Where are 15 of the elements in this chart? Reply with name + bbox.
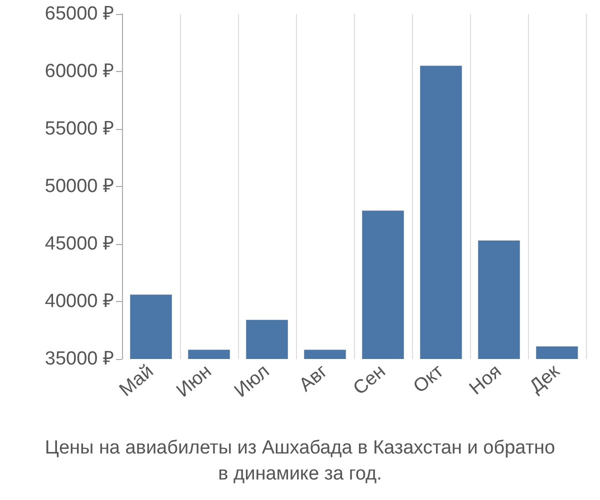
x-tick-label: Дек [526, 360, 564, 398]
x-tick-label: Авг [296, 360, 332, 396]
x-tick-label: Сен [350, 360, 390, 400]
x-tick-label: Июл [230, 360, 274, 402]
y-tick-label: 40000 ₽ [44, 291, 114, 312]
x-tick-label: Июн [172, 360, 216, 402]
y-tick-label: 45000 ₽ [44, 234, 114, 254]
x-tick-label: Окт [410, 360, 448, 398]
y-tick-label: 60000 ₽ [44, 61, 114, 82]
x-tick-label: Ноя [466, 360, 506, 400]
y-tick-label: 50000 ₽ [44, 176, 114, 197]
y-tick-label: 35000 ₽ [44, 348, 114, 370]
y-tick-label: 65000 ₽ [44, 4, 114, 24]
y-tick-label: 55000 ₽ [44, 118, 114, 140]
text: Цены на авиабилеты из Ашхабада в Казахстан и обратно в динамике за год. [44, 438, 556, 484]
